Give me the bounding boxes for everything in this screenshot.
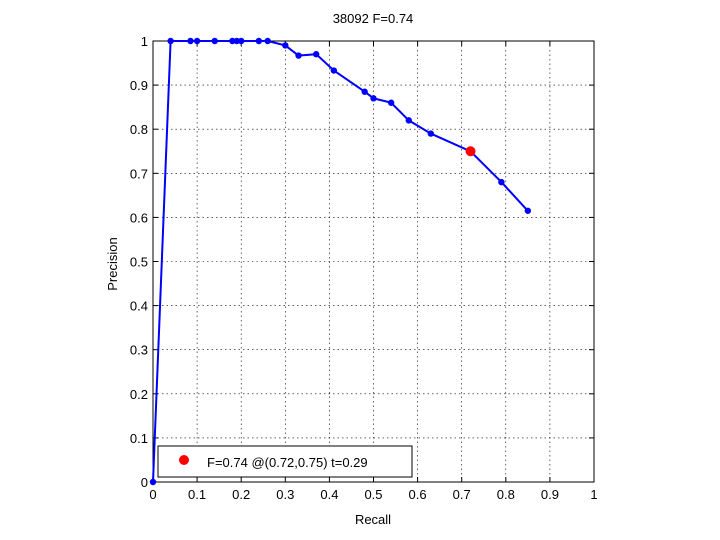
x-tick-label: 0.9 [541,487,559,502]
y-tick-label: 0 [141,475,148,490]
series-line [152,40,529,483]
legend-box [157,445,413,478]
x-tick-label: 0.1 [188,487,206,502]
data-point [238,37,245,45]
data-point [255,37,263,45]
data-point [361,88,368,95]
x-tick-label: 0.5 [364,487,382,502]
series-markers [149,37,532,486]
y-tick-label: 0.7 [130,166,148,181]
y-tick-label: 0.1 [130,431,148,446]
data-point [312,51,320,58]
x-tick-label: 0.6 [409,487,427,502]
x-tick-label: 0.4 [320,487,338,502]
data-point [387,99,395,106]
y-axis-label: Precision [105,237,120,290]
x-tick-label: 0.7 [453,487,471,502]
best-f-point [465,146,476,157]
x-tick-label: 0.2 [232,487,250,502]
y-tick-label: 0.4 [130,299,148,314]
grid-lines [153,41,594,482]
data-point [233,37,240,45]
legend: F=0.74 @(0.72,0.75) t=0.29 [157,445,413,478]
legend-label: F=0.74 @(0.72,0.75) t=0.29 [207,455,368,470]
x-tick-label: 0.3 [276,487,294,502]
data-point [330,67,338,74]
data-point [370,95,377,102]
y-tick-label: 0.8 [130,122,148,137]
x-tick-labels: 0 0.1 0.2 0.3 0.4 0.5 0.6 0.7 0.8 0.9 1 [149,487,597,502]
y-tick-label: 0.2 [130,387,148,402]
data-point [295,52,302,59]
data-point [229,37,236,45]
y-tick-labels: 0 0.1 0.2 0.3 0.4 0.5 0.6 0.7 0.8 0.9 1 [130,34,148,490]
data-point [264,37,271,45]
data-point [149,478,157,486]
data-point [193,37,201,45]
data-point [282,42,289,49]
chart-title: 38092 F=0.74 [333,11,414,26]
y-tick-label: 0.5 [130,255,148,270]
data-point [427,130,435,137]
y-tick-label: 0.6 [130,210,148,225]
y-tick-label: 0.9 [130,78,148,93]
y-tick-label: 0.3 [130,343,148,358]
data-point [405,117,412,124]
x-tick-label: 1 [590,487,597,502]
x-axis-label: Recall [355,512,391,527]
data-point [524,207,532,214]
data-point [498,178,505,186]
x-tick-label: 0.8 [497,487,515,502]
data-point [167,37,174,45]
data-point [187,37,194,45]
legend-marker [179,455,189,465]
x-tick-label: 0 [149,487,156,502]
y-tick-label: 1 [141,34,148,49]
data-point [211,37,218,45]
